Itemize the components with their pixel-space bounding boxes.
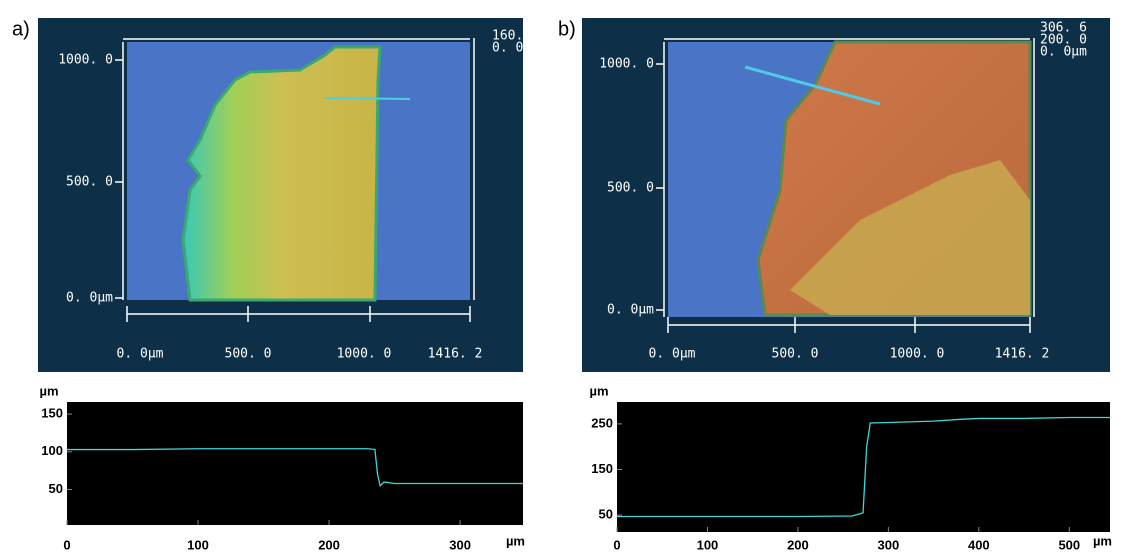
x-tick-label: 1000. 0 [337,347,392,362]
y-tick-label: 500. 0 [66,175,113,190]
scan-line [324,97,411,100]
y-tick-label: 1000. 0 [58,53,113,68]
y-axis-label: µm [589,383,608,398]
x-tick-label: 500 [1058,537,1080,552]
y-tick-label: 250 [591,415,613,430]
x-tick-label: 1416. 2 [995,347,1050,362]
x-tick-label: 200 [787,537,809,552]
x-tick-label: 100 [697,537,719,552]
y-tick-label: 50 [49,481,63,496]
x-tick-label: 500. 0 [772,347,819,362]
y-tick-label: 500. 0 [607,181,654,196]
profile-line [617,416,1110,518]
y-tick-label: 150 [591,461,613,476]
x-tick-label: 200 [318,537,340,552]
x-tick-label: 300 [878,537,900,552]
scale-label: 0. 0µm [492,41,539,56]
x-axis-label: µm [506,533,525,548]
scale-label: 306. 6 [1040,21,1087,36]
x-tick-label: 0. 0µm [649,347,696,362]
panel-label: a) [12,18,30,40]
x-tick-label: 400 [968,537,990,552]
x-tick-label: 0 [63,537,70,552]
y-tick-label: 100 [41,443,63,458]
y-tick-label: 150 [41,406,63,421]
x-axis-label: µm [1093,533,1112,548]
x-tick-label: 0 [613,537,620,552]
map-b: 1000. 0 500. 0 0. 0µm 0. 0µm 500. 0 1000. 0 14… [582,18,1110,372]
scan-line [744,65,881,106]
plot-area [67,402,523,525]
x-tick-label: 300 [449,537,471,552]
panel-label: b) [558,18,576,40]
y-tick-label: 50 [599,507,613,522]
profiles: 50 100 150 0 100 200 300 µm µm 50 150 250 0 100 200 300… [39,383,1112,552]
x-tick-label: 500. 0 [225,347,272,362]
y-tick-label: 0. 0µm [66,291,113,306]
scale-label: 160. 3 [492,29,539,44]
y-axis-label: µm [39,383,58,398]
profile-line [67,448,523,488]
y-tick-label: 1000. 0 [599,57,654,72]
x-tick-label: 0. 0µm [117,347,164,362]
scale-label: 0. 0µm [1040,45,1087,60]
x-tick-label: 1416. 2 [428,347,483,362]
sample-region [790,160,1030,315]
map-a: 1000. 0 500. 0 0. 0µm 0. 0µm 500. 0 1000. 0 14… [38,18,539,372]
sample [181,45,382,302]
x-tick-label: 100 [187,537,209,552]
y-tick-label: 0. 0µm [607,303,654,318]
scale-label: 200. 0 [1040,33,1087,48]
x-tick-label: 1000. 0 [890,347,945,362]
